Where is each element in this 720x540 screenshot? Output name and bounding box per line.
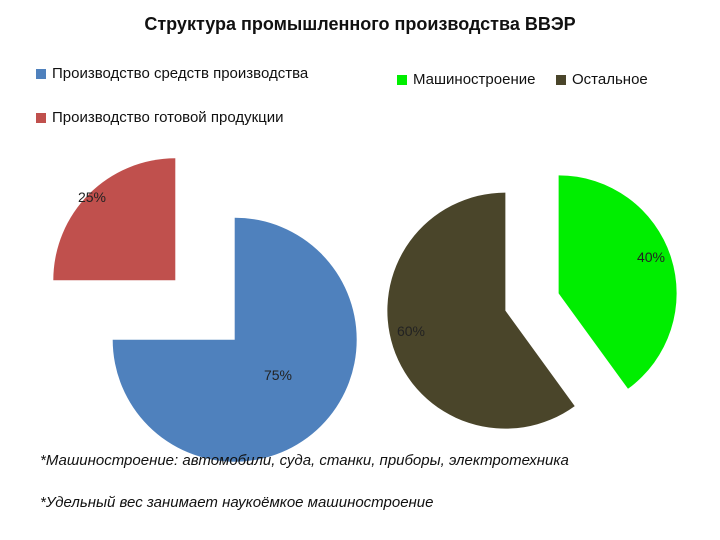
legend-item-machine-building: Машиностроение: [397, 71, 535, 88]
legend-item-other: Остальное: [556, 71, 648, 88]
chart-title: Структура промышленного производства ВВЭ…: [144, 14, 576, 34]
pie-left-slice-0: [112, 217, 357, 462]
pie-right-data-label-1: 60%: [397, 323, 425, 339]
pie-right-data-label-0: 40%: [637, 249, 665, 265]
pie-left-slice-1: [53, 158, 176, 281]
footnote-high-tech: *Удельный вес занимает наукоёмкое машино…: [40, 494, 434, 511]
legend-swatch: [397, 74, 407, 85]
legend-label: Машиностроение: [413, 71, 536, 88]
legend-label: Остальное: [572, 71, 648, 88]
legend-item-finished-products: Производство готовой продукции: [36, 109, 284, 126]
legend-item-means-of-production: Производство средств производства: [36, 65, 308, 82]
pie-right-slice-1: [387, 192, 575, 429]
legend-swatch: [36, 112, 46, 123]
pie-left-data-label-0: 75%: [264, 367, 292, 383]
pie-right-slice-0: [558, 175, 677, 389]
legend-label: Производство средств производства: [52, 65, 309, 82]
legend-swatch: [556, 74, 566, 85]
legend-swatch: [36, 68, 46, 79]
footnote-machine-building: *Машиностроение: автомобили, суда, станк…: [40, 452, 569, 469]
legend-label: Производство готовой продукции: [52, 109, 284, 126]
pie-left-data-label-1: 25%: [78, 189, 106, 205]
